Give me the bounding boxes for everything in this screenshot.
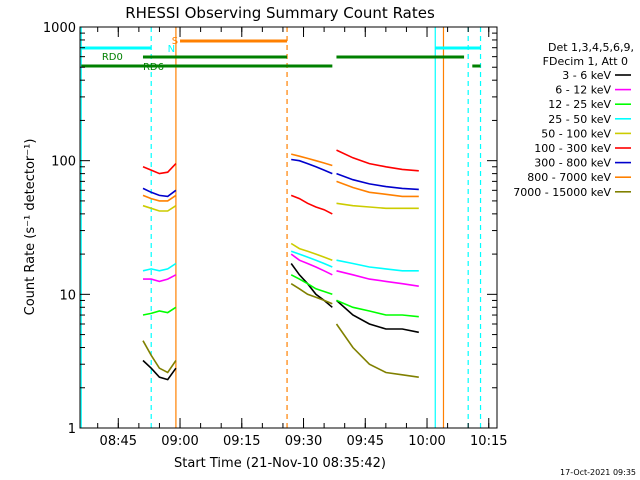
x-tick-label: 09:00 xyxy=(161,434,198,449)
series-line-7-segment-2 xyxy=(291,158,333,175)
series-line-9-segment-2 xyxy=(290,283,333,305)
legend-entry-label: 7000 - 15000 keV xyxy=(513,186,611,199)
series-line-8-segment-1 xyxy=(142,194,177,202)
series-line-2-segment-1 xyxy=(143,274,177,283)
series-line-6-segment-2 xyxy=(290,194,333,215)
flag-label-rd0: RD0 xyxy=(102,52,123,63)
legend: Det 1,3,4,5,6,9,FDecim 1, Att 03 - 6 keV… xyxy=(513,41,634,199)
series-line-9-segment-3 xyxy=(335,323,419,378)
flag-label-s: S xyxy=(172,36,178,47)
chart-title: RHESSI Observing Summary Count Rates xyxy=(125,4,435,22)
y-tick-label: 100 xyxy=(51,155,76,170)
series-line-4-segment-1 xyxy=(142,262,177,272)
series-line-5-segment-3 xyxy=(336,202,419,210)
series-line-6-segment-3 xyxy=(336,149,419,172)
x-tick-label: 10:00 xyxy=(408,434,445,449)
series-line-8-segment-3 xyxy=(336,180,419,198)
legend-entry-label: 12 - 25 keV xyxy=(548,98,611,111)
legend-entry-label: 25 - 50 keV xyxy=(548,113,611,126)
series-line-3-segment-1 xyxy=(142,306,177,316)
series-line-9-segment-1 xyxy=(142,340,177,374)
legend-entry-label: 800 - 7000 keV xyxy=(527,171,611,184)
legend-entry-label: 300 - 800 keV xyxy=(534,157,611,170)
legend-entry-label: 3 - 6 keV xyxy=(562,69,611,82)
x-axis-label: Start Time (21-Nov-10 08:35:42) xyxy=(174,456,386,471)
series-line-4-segment-2 xyxy=(290,250,333,268)
series-line-3-segment-2 xyxy=(290,274,333,296)
series-line-4-segment-3 xyxy=(336,259,419,272)
x-tick-label: 08:45 xyxy=(100,434,137,449)
flag-label-n: N xyxy=(168,44,175,55)
series-line-2-segment-3 xyxy=(336,270,419,287)
series-line-5-segment-2 xyxy=(290,242,333,261)
series-line-7-segment-1 xyxy=(142,187,177,198)
series-line-2-segment-2 xyxy=(290,253,333,276)
series-line-8-segment-2 xyxy=(291,153,333,167)
series-line-7-segment-3 xyxy=(336,172,419,191)
series-line-1-segment-1 xyxy=(142,359,177,381)
legend-entry-label: 100 - 300 keV xyxy=(534,142,611,155)
y-tick-label: 1000 xyxy=(43,21,76,36)
legend-header-line-2: FDecim 1, Att 0 xyxy=(543,55,628,68)
plot-area: SN RD0 RD6 1 10 100 1000 08:45 09:00 09:15 09:30 09… xyxy=(43,21,508,449)
y-tick-label: 1 xyxy=(68,422,76,437)
y-axis-label: Count Rate (s⁻¹ detector⁻¹) xyxy=(23,139,38,316)
timestamp: 17-Oct-2021 09:35 xyxy=(560,468,636,477)
plot-frame xyxy=(79,26,498,429)
series-line-3-segment-3 xyxy=(336,299,419,318)
series-line-1-segment-3 xyxy=(335,299,419,334)
flag-label-rd6: RD6 xyxy=(143,62,164,73)
x-tick-label: 10:15 xyxy=(470,434,507,449)
series-line-5-segment-1 xyxy=(142,204,177,212)
y-tick-label: 10 xyxy=(59,288,76,303)
legend-header-line-1: Det 1,3,4,5,6,9, xyxy=(548,41,634,54)
legend-entry-label: 6 - 12 keV xyxy=(555,84,611,97)
series-line-6-segment-1 xyxy=(142,163,177,175)
x-tick-label: 09:30 xyxy=(285,434,322,449)
x-tick-label: 09:15 xyxy=(223,434,260,449)
x-tick-label: 09:45 xyxy=(347,434,384,449)
legend-entry-label: 50 - 100 keV xyxy=(541,127,611,140)
